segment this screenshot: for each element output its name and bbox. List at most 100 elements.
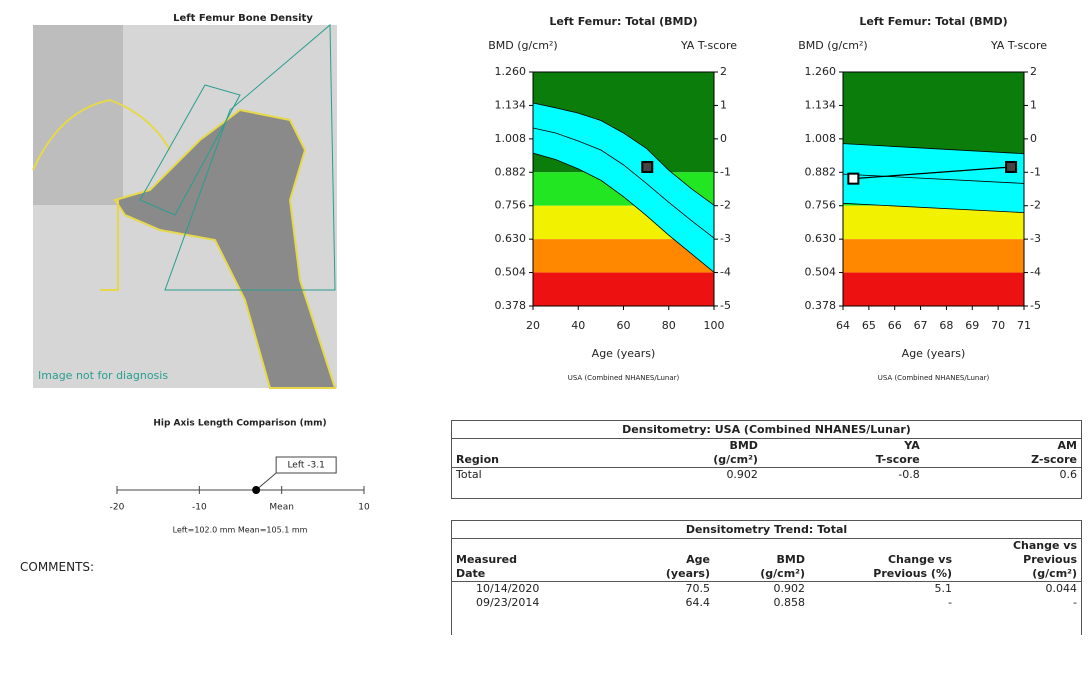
cell: Total: [452, 468, 611, 483]
x-tick-label: 68: [939, 319, 953, 332]
patient-point: [1006, 162, 1016, 172]
source-label: USA (Combined NHANES/Lunar): [878, 374, 990, 382]
cell: 09/23/2014: [452, 596, 612, 610]
x-tick-label: 71: [1017, 319, 1031, 332]
source-label: USA (Combined NHANES/Lunar): [568, 374, 680, 382]
y-tick-label: 0.504: [805, 266, 837, 279]
y2-tick-label: -4: [720, 266, 731, 279]
cell: 0.044: [956, 582, 1081, 597]
cell: 0.902: [714, 582, 809, 597]
table-title: Densitometry: USA (Combined NHANES/Lunar…: [452, 421, 1081, 439]
y2-tick-label: -4: [1030, 266, 1041, 279]
reference-band: [843, 144, 1024, 213]
y2-tick-label: -1: [1030, 165, 1041, 178]
cell: -: [956, 596, 1081, 610]
column-header: Region: [452, 439, 611, 468]
femur-image: Left Femur Bone Density Image not for di…: [33, 13, 337, 388]
patient-point: [848, 174, 858, 184]
y2-tick-label: 0: [1030, 132, 1037, 145]
y2-tick-label: 1: [720, 98, 727, 111]
y2-tick-label: -2: [1030, 199, 1041, 212]
hip-axis-caption: Left=102.0 mm Mean=105.1 mm: [173, 526, 308, 535]
zone: [533, 273, 714, 306]
cell: 5.1: [809, 582, 956, 597]
x-tick-label: 64: [836, 319, 850, 332]
y-tick-label: 0.882: [805, 165, 837, 178]
data-row: Total0.902-0.80.6: [452, 468, 1081, 483]
patient-point: [642, 162, 652, 172]
bmd-chart: 0.3780.5040.6300.7560.8821.0081.1341.260…: [798, 15, 1047, 382]
y2-tick-label: -2: [720, 199, 731, 212]
table-title: Densitometry Trend: Total: [452, 520, 1081, 539]
y-tick-label: 0.882: [495, 165, 527, 178]
y-tick-label: 1.260: [805, 65, 837, 78]
table-grid: Measured DateAge (years)BMD (g/cm²)Chang…: [452, 539, 1081, 610]
page: Left Femur Bone Density Image not for di…: [0, 0, 1088, 684]
y-tick-label: 0.630: [495, 232, 527, 245]
y2-axis-label: YA T-score: [990, 39, 1047, 52]
x-tick-label: 66: [888, 319, 902, 332]
y-axis-label: BMD (g/cm²): [798, 39, 867, 52]
y-tick-label: 0.756: [805, 199, 837, 212]
x-tick-label: 40: [571, 319, 585, 332]
image-title: Left Femur Bone Density: [173, 13, 313, 24]
hip-tick-label: 10: [358, 503, 370, 513]
x-tick-label: 20: [526, 319, 540, 332]
x-tick-label: 60: [617, 319, 631, 332]
chart-title: Left Femur: Total (BMD): [859, 15, 1007, 28]
hip-tick-label: -10: [192, 503, 207, 513]
cell: 0.902: [611, 468, 762, 483]
x-axis-label: Age (years): [902, 347, 966, 360]
zone: [843, 239, 1024, 272]
y2-tick-label: 2: [720, 65, 727, 78]
y-tick-label: 1.134: [495, 98, 527, 111]
column-header: AM Z-score: [924, 439, 1081, 468]
hip-tick-label: Mean: [269, 503, 294, 513]
comments-label: COMMENTS:: [20, 560, 94, 574]
hip-axis-title: Hip Axis Length Comparison (mm): [153, 419, 326, 429]
x-tick-label: 70: [991, 319, 1005, 332]
x-tick-label: 80: [662, 319, 676, 332]
image-pelvis: [33, 25, 123, 205]
y2-tick-label: 0: [720, 132, 727, 145]
y-tick-label: 1.260: [495, 65, 527, 78]
y-tick-label: 0.630: [805, 232, 837, 245]
y-tick-label: 1.134: [805, 98, 837, 111]
cell: -: [809, 596, 956, 610]
image-note: Image not for diagnosis: [38, 369, 168, 382]
hip-axis: Hip Axis Length Comparison (mm) Left=102…: [110, 419, 370, 535]
column-header: Measured Date: [452, 539, 612, 582]
hip-tick-label: -20: [110, 503, 125, 513]
y-tick-label: 0.504: [495, 266, 527, 279]
x-tick-label: 65: [862, 319, 876, 332]
y2-tick-label: 2: [1030, 65, 1037, 78]
y2-tick-label: -5: [720, 299, 731, 312]
y-tick-label: 0.378: [805, 299, 837, 312]
cell: 10/14/2020: [452, 582, 612, 597]
y2-tick-label: -3: [720, 232, 731, 245]
y2-tick-label: -5: [1030, 299, 1041, 312]
y-tick-label: 0.378: [495, 299, 527, 312]
x-axis-label: Age (years): [592, 347, 656, 360]
cell: 0.858: [714, 596, 809, 610]
y2-tick-label: 1: [1030, 98, 1037, 111]
y2-axis-label: YA T-score: [680, 39, 737, 52]
hip-value: [252, 486, 260, 494]
chart-title: Left Femur: Total (BMD): [549, 15, 697, 28]
x-tick-label: 100: [704, 319, 725, 332]
zone: [843, 273, 1024, 306]
column-header: Age (years): [612, 539, 714, 582]
y2-tick-label: -1: [720, 165, 731, 178]
cell: 0.6: [924, 468, 1081, 483]
y-tick-label: 0.756: [495, 199, 527, 212]
column-header: YA T-score: [762, 439, 924, 468]
y-axis-label: BMD (g/cm²): [488, 39, 557, 52]
x-tick-label: 69: [965, 319, 979, 332]
y-tick-label: 1.008: [495, 132, 527, 145]
column-header: BMD (g/cm²): [611, 439, 762, 468]
cell: -0.8: [762, 468, 924, 483]
